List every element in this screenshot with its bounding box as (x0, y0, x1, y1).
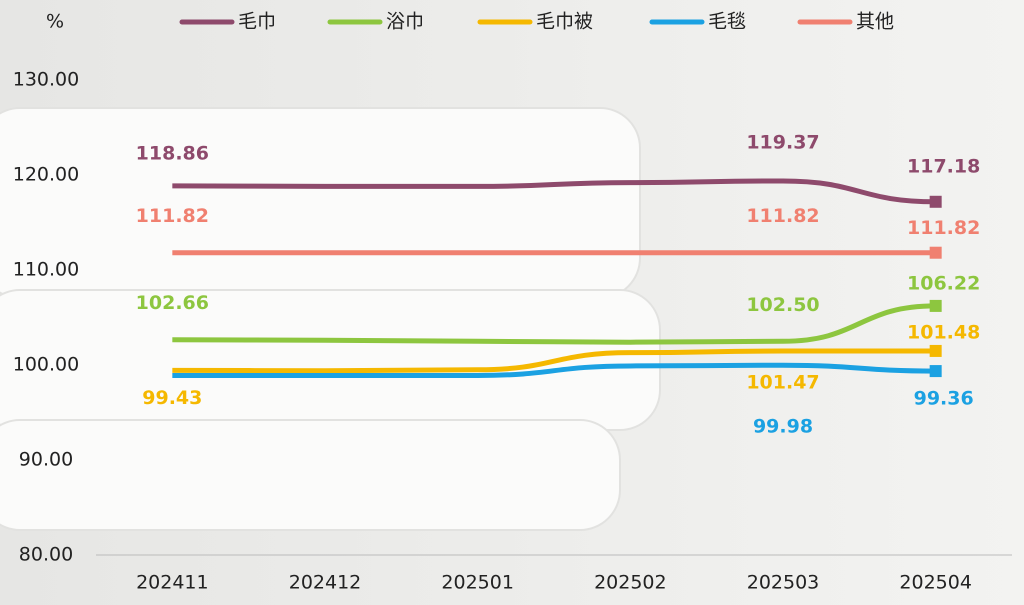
data-label: 111.82 (136, 205, 209, 227)
series-line (172, 362, 936, 378)
x-tick-label: 202412 (289, 572, 362, 594)
x-tick-label: 202411 (136, 572, 209, 594)
y-tick-label: 90.00 (19, 449, 73, 471)
x-tick-label: 202504 (899, 572, 972, 594)
y-tick-label: 80.00 (19, 544, 73, 566)
x-tick-label: 202502 (594, 572, 667, 594)
end-marker (929, 365, 942, 378)
legend-label: 毛巾 (238, 11, 276, 33)
y-axis-label: % (46, 11, 64, 33)
series-line (172, 178, 936, 205)
data-label: 118.86 (136, 142, 209, 164)
y-tick-label: 130.00 (13, 69, 79, 91)
data-label: 101.47 (746, 372, 819, 394)
data-label: 119.37 (746, 131, 819, 153)
y-tick-label: 120.00 (13, 164, 79, 186)
legend-label: 浴巾 (386, 11, 424, 33)
data-label: 117.18 (907, 155, 980, 177)
data-label: 99.36 (914, 388, 974, 410)
data-label: 102.66 (136, 292, 209, 314)
data-label: 106.22 (907, 272, 980, 294)
data-label: 101.48 (907, 321, 980, 343)
series-line (172, 348, 936, 374)
x-tick-label: 202501 (441, 572, 514, 594)
legend-label: 毛毯 (708, 11, 746, 33)
end-marker (929, 195, 942, 208)
data-label: 99.43 (142, 387, 202, 409)
end-marker (929, 299, 942, 312)
legend-label: 其他 (856, 11, 894, 33)
data-label: 102.50 (746, 294, 819, 316)
end-marker (929, 246, 942, 259)
legend-label: 毛巾被 (536, 11, 593, 33)
data-label: 111.82 (746, 205, 819, 227)
data-label: 99.98 (753, 416, 813, 438)
y-tick-label: 100.00 (13, 354, 79, 376)
x-tick-label: 202503 (747, 572, 820, 594)
series-line (172, 303, 936, 345)
data-label: 111.82 (907, 217, 980, 239)
end-marker (929, 344, 942, 357)
towel-image (0, 107, 661, 531)
y-tick-label: 110.00 (13, 259, 79, 281)
